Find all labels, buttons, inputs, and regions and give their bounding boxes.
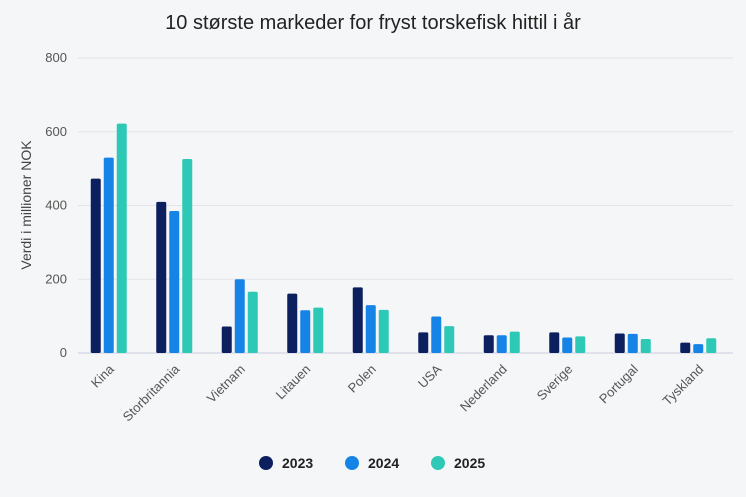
- x-tick-label: Nederland: [457, 362, 510, 415]
- bar-2025-kina[interactable]: [116, 123, 127, 353]
- legend-item-2023[interactable]: 2023: [259, 455, 313, 471]
- x-tick-label: Kina: [88, 361, 118, 391]
- x-tick-label: Portugal: [596, 361, 641, 406]
- x-tick-label: Tyskland: [659, 362, 706, 409]
- bars: [90, 123, 717, 353]
- chart-title: 10 største markeder for fryst torskefisk…: [165, 12, 581, 34]
- bar-2025-vietnam[interactable]: [247, 291, 258, 353]
- bar-2025-storbritannia[interactable]: [182, 159, 193, 353]
- bar-2025-tyskland[interactable]: [706, 338, 717, 353]
- x-tick-label: Sverige: [534, 362, 576, 404]
- y-tick-label: 600: [45, 124, 67, 139]
- bar-2024-sverige[interactable]: [562, 337, 573, 353]
- bar-2024-vietnam[interactable]: [234, 279, 245, 353]
- bar-2023-nederland[interactable]: [483, 335, 494, 353]
- legend-item-2024[interactable]: 2024: [345, 455, 399, 471]
- bar-2024-litauen[interactable]: [300, 310, 311, 353]
- x-tick-label: Polen: [345, 362, 379, 396]
- x-tick-label: Vietnam: [204, 362, 248, 406]
- bar-2024-nederland[interactable]: [496, 335, 507, 353]
- bar-2024-portugal[interactable]: [627, 333, 638, 353]
- x-axis-ticks: Kina Storbritannia Vietnam Litauen Polen USA N…: [88, 361, 707, 424]
- bar-2025-litauen[interactable]: [313, 307, 324, 353]
- legend[interactable]: 2023 2024 2025: [259, 455, 485, 471]
- bar-2024-usa[interactable]: [431, 316, 442, 353]
- gridlines: 0 200 400 600 800: [45, 50, 733, 360]
- bar-2023-kina[interactable]: [90, 178, 101, 353]
- bar-2024-storbritannia[interactable]: [169, 211, 180, 353]
- bar-2023-storbritannia[interactable]: [156, 201, 167, 353]
- x-tick-label: Storbritannia: [120, 361, 183, 424]
- x-tick-label: USA: [415, 361, 445, 391]
- bar-2023-sverige[interactable]: [549, 332, 560, 353]
- bar-2024-polen[interactable]: [365, 305, 376, 353]
- legend-marker: [259, 456, 273, 470]
- y-tick-label: 200: [45, 271, 67, 286]
- y-axis-label: Verdi i millioner NOK: [18, 140, 34, 270]
- legend-item-2025[interactable]: 2025: [431, 455, 485, 471]
- bar-2025-usa[interactable]: [444, 326, 455, 353]
- bar-2025-portugal[interactable]: [640, 338, 651, 353]
- bar-2023-litauen[interactable]: [287, 293, 298, 353]
- bar-2023-polen[interactable]: [352, 287, 363, 353]
- legend-marker: [345, 456, 359, 470]
- legend-label: 2024: [368, 455, 399, 471]
- y-tick-label: 0: [60, 345, 67, 360]
- y-tick-label: 400: [45, 198, 67, 213]
- bar-2025-polen[interactable]: [378, 309, 389, 353]
- bar-2023-tyskland[interactable]: [680, 342, 691, 353]
- bar-2024-tyskland[interactable]: [693, 344, 704, 353]
- x-tick-label: Litauen: [273, 362, 314, 403]
- bar-2025-nederland[interactable]: [509, 331, 520, 353]
- legend-label: 2023: [282, 455, 313, 471]
- bar-2023-portugal[interactable]: [614, 333, 625, 353]
- bar-2023-vietnam[interactable]: [221, 326, 232, 353]
- y-tick-label: 800: [45, 50, 67, 65]
- bar-2023-usa[interactable]: [418, 332, 429, 353]
- bar-2024-kina[interactable]: [103, 157, 114, 353]
- legend-marker: [431, 456, 445, 470]
- legend-label: 2025: [454, 455, 485, 471]
- bar-2025-sverige[interactable]: [575, 336, 586, 353]
